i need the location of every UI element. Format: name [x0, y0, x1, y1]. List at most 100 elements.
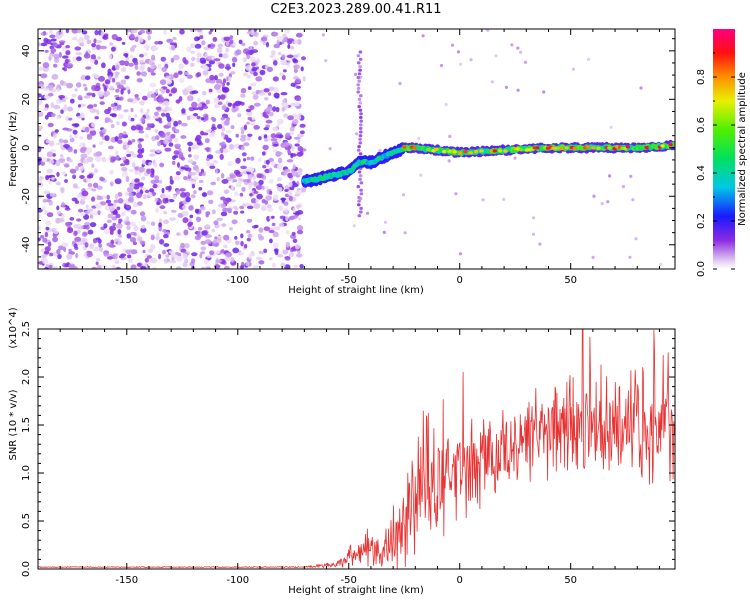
- speckle-point: [218, 72, 224, 77]
- speckle-point: [129, 237, 137, 243]
- speckle-point: [245, 135, 249, 140]
- speckle-point: [196, 72, 202, 77]
- speckle-point: [241, 130, 244, 135]
- speckle-point: [238, 251, 245, 256]
- speckle-point: [268, 229, 275, 234]
- streak-point: [357, 145, 361, 149]
- speckle-point: [44, 209, 48, 216]
- speckle-point: [261, 205, 267, 212]
- speckle-point: [136, 233, 140, 238]
- speckle-point: [221, 179, 229, 184]
- speckle-point: [181, 211, 189, 216]
- speckle-point: [126, 149, 130, 154]
- speckle-point: [216, 177, 220, 182]
- streak-point: [358, 50, 363, 54]
- speckle-point: [121, 41, 126, 45]
- speckle-point: [175, 266, 182, 269]
- speckle-point: [58, 158, 66, 163]
- speckle-point: [63, 66, 67, 72]
- speckle-point: [279, 72, 284, 76]
- speckle-point: [268, 167, 273, 173]
- speckle-point: [129, 168, 134, 173]
- speckle-point: [187, 95, 194, 102]
- speckle-point: [225, 40, 230, 47]
- speckle-point: [419, 173, 423, 177]
- speckle-point: [264, 200, 269, 205]
- speckle-point: [210, 126, 217, 131]
- ridge-peak: [564, 146, 569, 150]
- speckle-point: [272, 106, 277, 112]
- speckle-point: [52, 153, 56, 157]
- speckle-point: [75, 52, 83, 56]
- speckle-point: [106, 219, 112, 224]
- speckle-point: [86, 252, 93, 258]
- speckle-point: [249, 193, 253, 197]
- speckle-point: [269, 54, 275, 58]
- speckle-point: [276, 123, 280, 127]
- speckle-point: [194, 208, 200, 214]
- speckle-point: [155, 207, 159, 214]
- speckle-point: [89, 108, 97, 114]
- speckle-point: [217, 47, 223, 54]
- speckle-point: [163, 234, 169, 239]
- y-tick-label: 1.5: [21, 417, 32, 433]
- speckle-point: [229, 35, 234, 40]
- speckle-point: [107, 256, 113, 260]
- speckle-point: [225, 47, 230, 53]
- speckle-point: [121, 172, 129, 178]
- speckle-point: [193, 113, 198, 117]
- speckle-point: [60, 187, 65, 194]
- streak-point: [357, 170, 362, 174]
- speckle-point: [240, 93, 246, 98]
- speckle-point: [67, 106, 73, 112]
- speckle-point: [296, 253, 303, 258]
- speckle-point: [278, 222, 285, 228]
- x-tick-label: 50: [564, 275, 577, 286]
- speckle-point: [291, 145, 296, 152]
- speckle-point: [91, 46, 97, 51]
- speckle-point: [285, 230, 290, 235]
- speckle-point: [121, 156, 126, 161]
- speckle-point: [130, 29, 138, 34]
- speckle-point: [145, 126, 152, 131]
- speckle-point: [454, 192, 458, 196]
- speckle-point: [268, 257, 273, 261]
- speckle-point: [72, 56, 77, 62]
- speckle-point: [270, 138, 278, 142]
- ridge-peak: [519, 148, 524, 152]
- speckle-point: [288, 181, 293, 188]
- speckle-point: [207, 44, 211, 48]
- speckle-point: [273, 226, 281, 231]
- speckle-point: [121, 121, 127, 127]
- speckle-point: [293, 264, 299, 268]
- speckle-point: [286, 159, 294, 163]
- x-tick-label: 0: [457, 275, 463, 286]
- streak-point: [357, 214, 362, 218]
- speckle-point: [182, 253, 188, 260]
- speckle-point: [450, 43, 455, 47]
- streak-point: [356, 61, 361, 65]
- speckle-point: [133, 61, 139, 66]
- speckle-point: [245, 261, 250, 267]
- speckle-point: [86, 147, 93, 153]
- speckle-point: [196, 115, 201, 120]
- speckle-point: [296, 204, 300, 210]
- speckle-point: [215, 169, 219, 174]
- speckle-point: [253, 125, 260, 130]
- speckle-point: [233, 210, 239, 215]
- speckle-point: [126, 233, 132, 239]
- speckle-point: [135, 124, 142, 131]
- speckle-point: [54, 129, 59, 133]
- speckle-point: [291, 171, 299, 177]
- speckle-point: [129, 183, 135, 189]
- speckle-point: [127, 192, 134, 196]
- speckle-point: [285, 132, 291, 139]
- speckle-point: [175, 99, 181, 104]
- speckle-point: [284, 29, 291, 34]
- speckle-point: [263, 248, 268, 254]
- speckle-point: [403, 231, 407, 235]
- speckle-point: [292, 238, 298, 243]
- speckle-point: [171, 160, 176, 165]
- streak-point: [358, 123, 363, 127]
- speckle-point: [134, 94, 139, 98]
